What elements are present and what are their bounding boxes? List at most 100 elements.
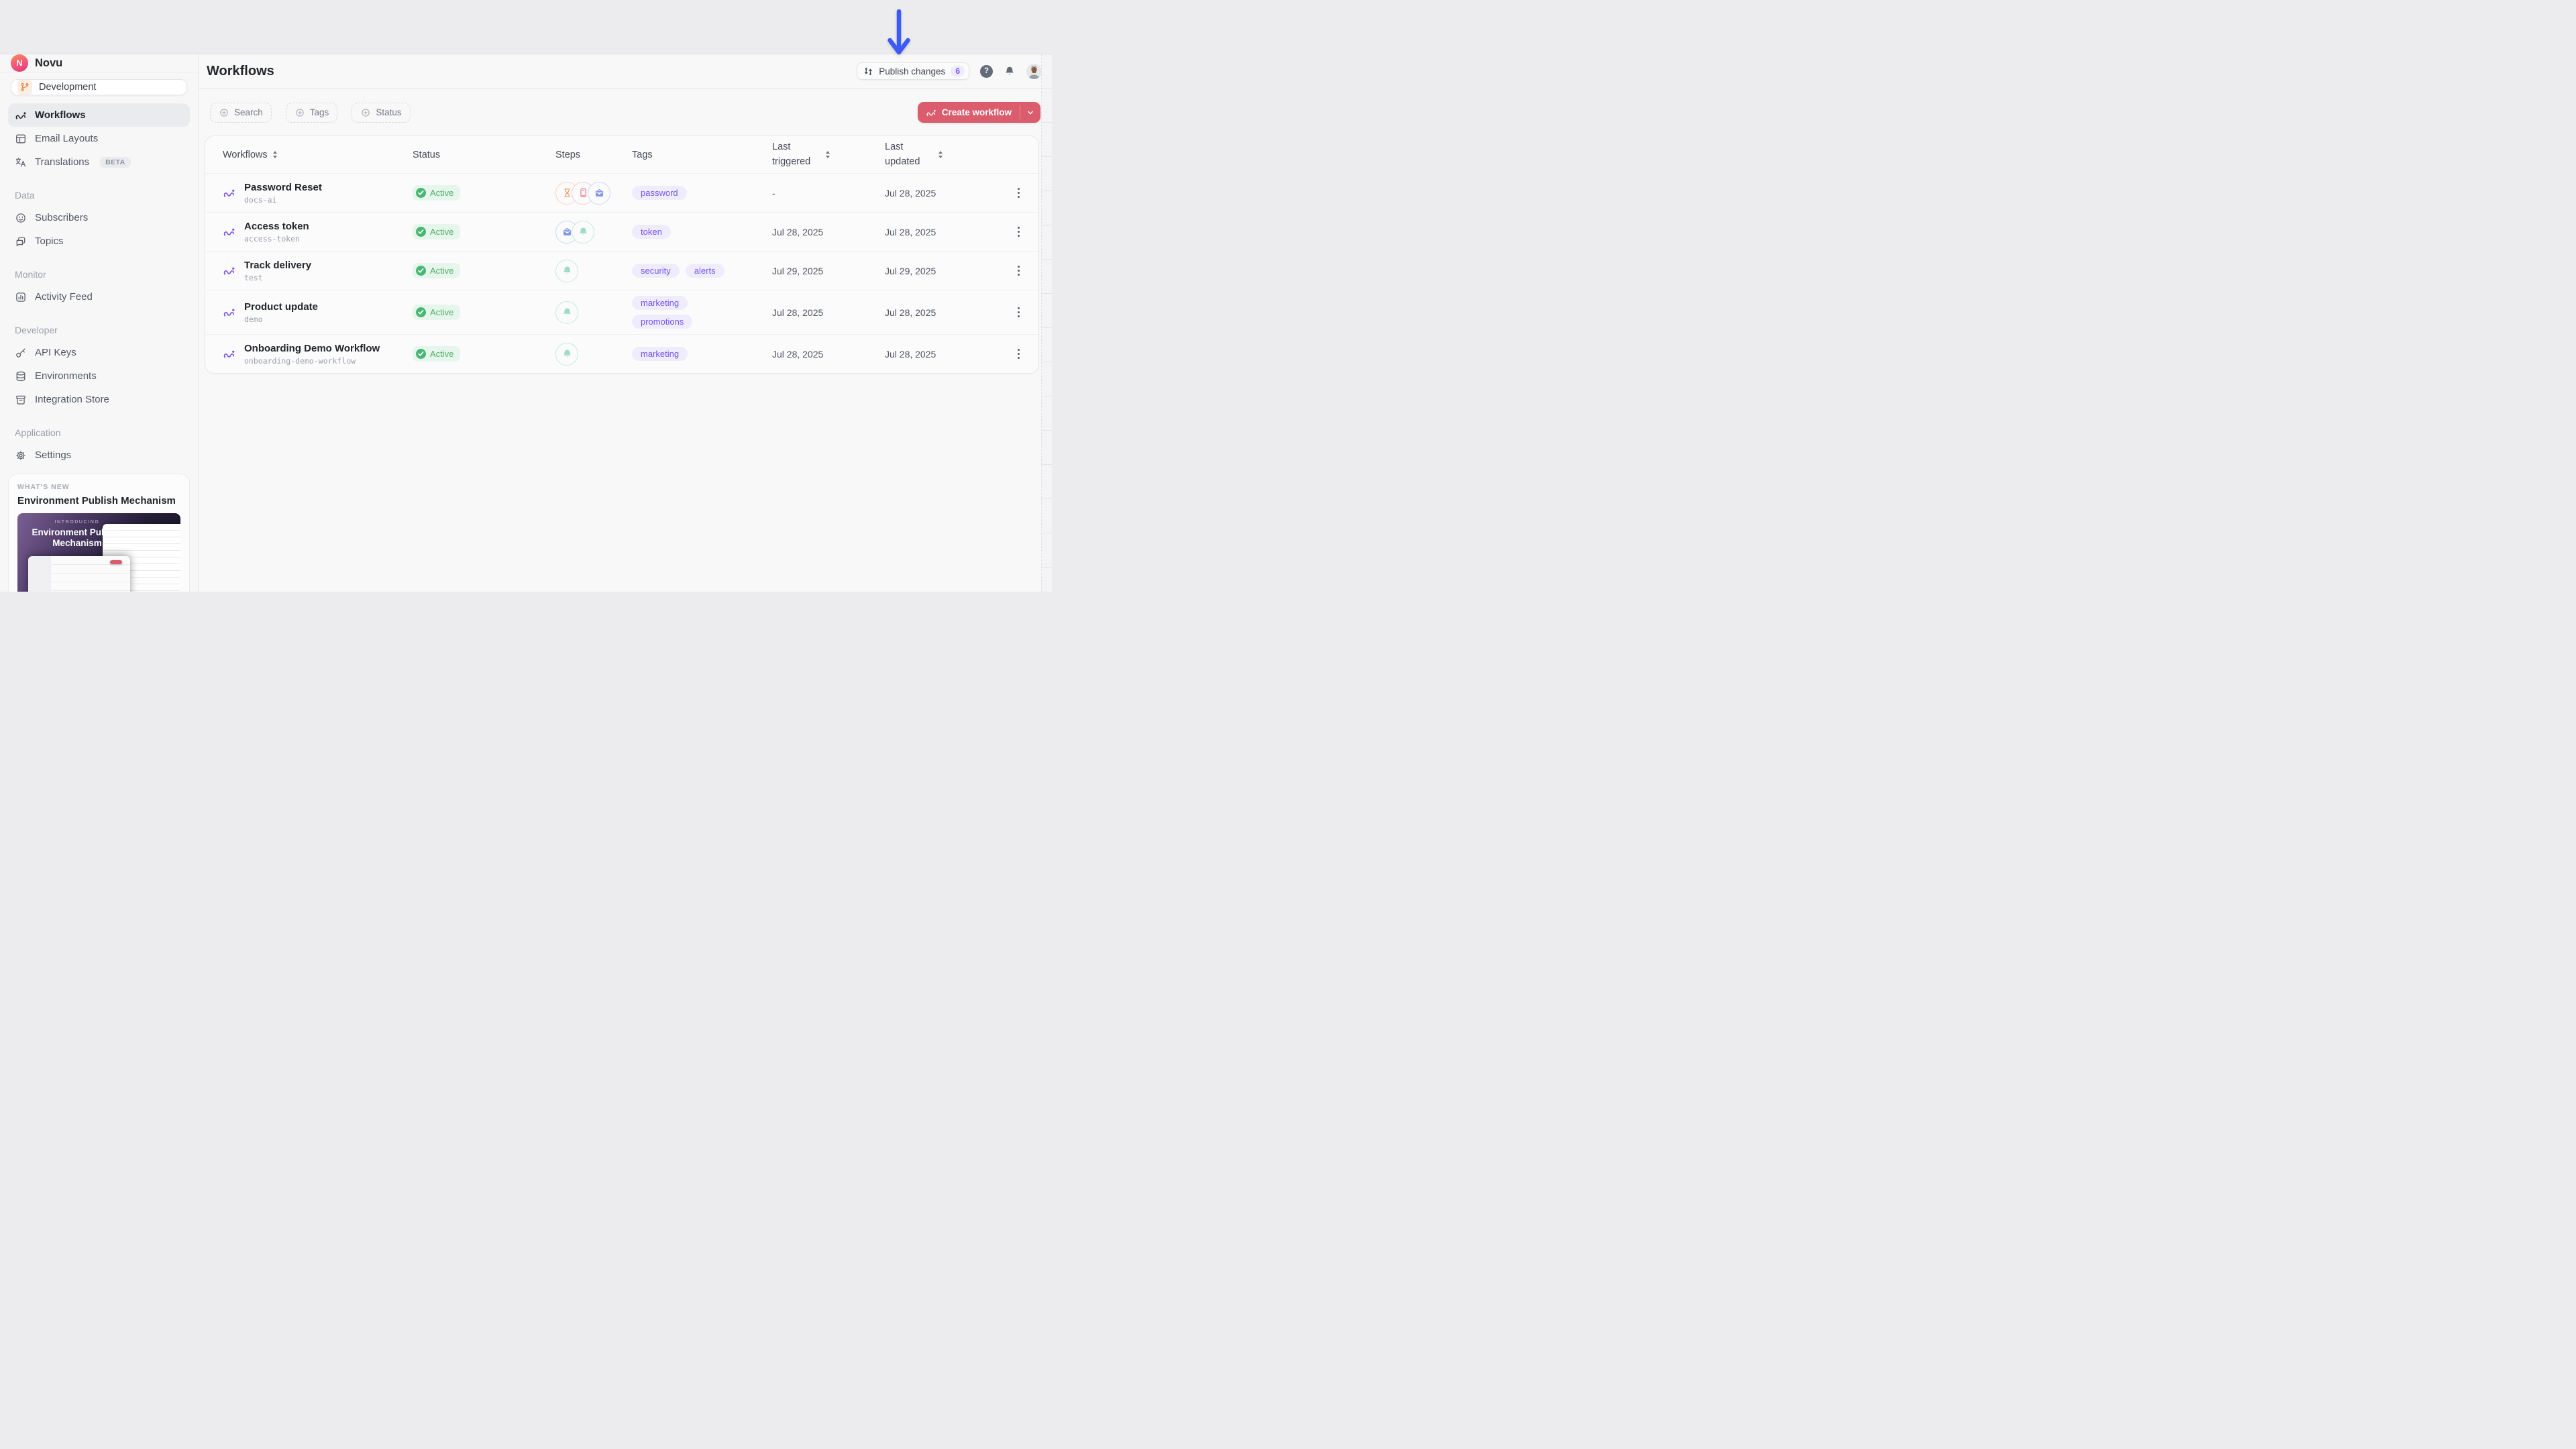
row-menu-button[interactable]: [1014, 345, 1024, 363]
sidebar-item-topics[interactable]: Topics: [8, 229, 190, 253]
workflow-slug: onboarding-demo-workflow: [244, 356, 356, 366]
status-label: Active: [430, 265, 454, 276]
inapp-step-icon: [555, 342, 578, 366]
table-row[interactable]: Onboarding Demo Workflow onboarding-demo…: [205, 334, 1038, 373]
app-screen: N Novu Development Workflows Email Layou…: [0, 0, 1052, 592]
table-row[interactable]: Track delivery test Active: [205, 251, 1038, 290]
create-workflow-button[interactable]: Create workflow: [918, 102, 1020, 123]
sidebar-item-label: Workflows: [35, 109, 86, 121]
steps-cell: [555, 342, 632, 366]
inapp-step-icon: [572, 220, 594, 244]
column-header-workflows[interactable]: Workflows: [223, 150, 413, 160]
add-search-filter-button[interactable]: Search: [210, 102, 272, 123]
help-icon[interactable]: ?: [980, 64, 993, 78]
column-label: Workflows: [223, 149, 268, 160]
sidebar-item-email-layouts[interactable]: Email Layouts: [8, 127, 190, 150]
column-header-tags: Tags: [632, 149, 653, 160]
row-menu-button[interactable]: [1014, 184, 1024, 202]
app-window: N Novu Development Workflows Email Layou…: [0, 54, 1052, 592]
workflows-table: Workflows Status Steps Tags Last trigger…: [205, 136, 1039, 374]
workflow-icon: [223, 347, 235, 360]
tag-badge: marketing: [632, 296, 688, 310]
sidebar-item-environments[interactable]: Environments: [8, 364, 190, 388]
sidebar-item-integration-store[interactable]: Integration Store: [8, 388, 190, 411]
sidebar-item-label: Integration Store: [35, 394, 109, 405]
environment-label: Development: [39, 82, 97, 93]
publish-count-badge: 6: [951, 66, 965, 76]
whats-new-promo-image: INTRODUCING Environment Publish Mechanis…: [17, 513, 180, 592]
last-updated-value: Jul 28, 2025: [885, 307, 936, 318]
last-updated-value: Jul 28, 2025: [885, 226, 936, 237]
column-header-last-triggered[interactable]: Last triggered: [772, 140, 885, 168]
environment-switcher[interactable]: Development: [11, 79, 187, 95]
section-label-monitor: Monitor: [15, 269, 46, 280]
translate-icon: [15, 156, 27, 168]
last-updated-value: Jul 28, 2025: [885, 187, 936, 199]
table-row[interactable]: Product update demo Active: [205, 290, 1038, 334]
inapp-step-icon: [555, 259, 578, 282]
workflow-slug: demo: [244, 314, 263, 324]
sort-icon[interactable]: [938, 151, 943, 158]
plus-circle-icon: [360, 107, 371, 118]
last-updated-value: Jul 29, 2025: [885, 265, 936, 276]
steps-cell: [555, 220, 632, 244]
column-header-last-updated[interactable]: Last updated: [885, 140, 1006, 168]
sidebar-item-activity-feed[interactable]: Activity Feed: [8, 285, 190, 309]
sidebar-item-label: Translations: [35, 156, 90, 168]
sidebar-item-subscribers[interactable]: Subscribers: [8, 206, 190, 229]
sort-icon[interactable]: [272, 151, 277, 158]
row-menu-button[interactable]: [1014, 262, 1024, 280]
column-header-status: Status: [413, 149, 441, 160]
section-label-developer: Developer: [15, 325, 58, 335]
beta-badge: BETA: [100, 156, 131, 168]
workflow-icon: [223, 306, 235, 319]
status-badge: Active: [413, 304, 461, 320]
main-content: Workflows Publish changes 6 ? S: [199, 54, 1052, 592]
sidebar-item-label: Activity Feed: [35, 291, 93, 303]
column-label: Last updated: [885, 142, 920, 167]
last-triggered-value: -: [772, 187, 775, 199]
table-row[interactable]: Access token access-token Active: [205, 212, 1038, 251]
sidebar-item-api-keys[interactable]: API Keys: [8, 341, 190, 364]
row-menu-button[interactable]: [1014, 303, 1024, 321]
row-menu-button[interactable]: [1014, 223, 1024, 241]
create-workflow-dropdown-button[interactable]: [1020, 102, 1040, 123]
header-actions: Publish changes 6 ?: [857, 62, 1042, 80]
sidebar-item-label: Topics: [35, 235, 64, 247]
org-brand: N Novu: [0, 54, 198, 72]
status-label: Active: [430, 307, 454, 317]
tag-badge: security: [632, 264, 680, 278]
page-title: Workflows: [207, 63, 274, 78]
notifications-bell-icon[interactable]: [1004, 65, 1016, 77]
section-label-application: Application: [15, 427, 61, 438]
check-circle-icon: [416, 187, 426, 198]
right-scroll-gutter[interactable]: [1041, 54, 1052, 592]
sidebar-item-workflows[interactable]: Workflows: [8, 103, 190, 127]
add-tags-filter-button[interactable]: Tags: [285, 102, 338, 123]
plus-circle-icon: [219, 107, 229, 118]
promo-title: Environment Publish Mechanism: [32, 527, 123, 548]
check-circle-icon: [416, 226, 426, 237]
add-status-filter-button[interactable]: Status: [352, 102, 411, 123]
check-circle-icon: [416, 348, 426, 359]
sort-icon[interactable]: [826, 151, 830, 158]
publish-changes-button[interactable]: Publish changes 6: [857, 62, 969, 80]
workflow-icon: [223, 186, 235, 199]
tags-cell: password: [632, 186, 772, 200]
sidebar-item-translations[interactable]: Translations BETA: [8, 150, 190, 174]
gear-icon: [15, 449, 27, 462]
table-row[interactable]: Password Reset docs-ai Active: [205, 173, 1038, 212]
user-avatar[interactable]: [1026, 63, 1042, 79]
whats-new-card[interactable]: WHAT'S NEW Environment Publish Mechanism…: [8, 474, 190, 592]
sidebar-item-label: Settings: [35, 449, 72, 461]
last-updated-value: Jul 28, 2025: [885, 348, 936, 360]
branch-icon: [17, 80, 32, 95]
sidebar: N Novu Development Workflows Email Layou…: [0, 54, 199, 592]
workflow-icon: [223, 225, 235, 238]
inapp-step-icon: [555, 301, 578, 324]
filter-label: Tags: [309, 107, 329, 117]
sidebar-item-settings[interactable]: Settings: [8, 443, 190, 467]
steps-cell: [555, 181, 632, 205]
whats-new-eyebrow: WHAT'S NEW: [17, 483, 70, 491]
subscribers-icon: [15, 212, 27, 224]
